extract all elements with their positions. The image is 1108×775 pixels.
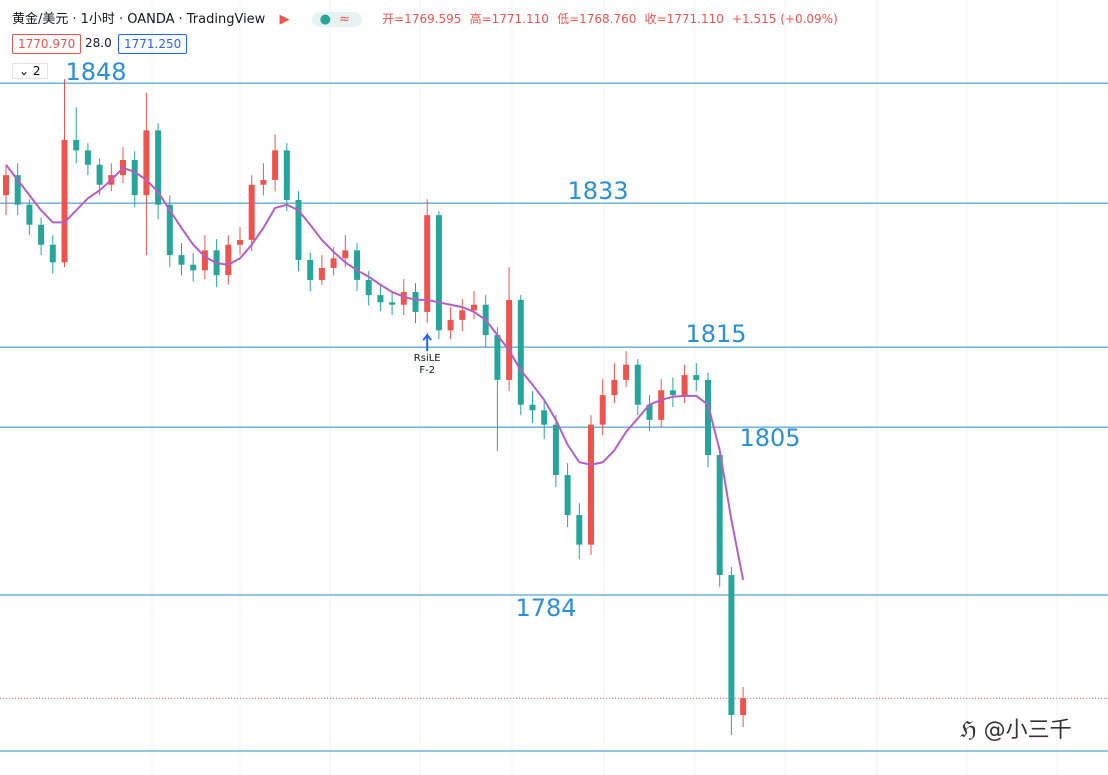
candle-body (178, 255, 185, 265)
candle-body (330, 258, 337, 268)
candle-body (38, 224, 45, 245)
candle-body (237, 239, 243, 245)
spread: 28.0 (85, 36, 112, 50)
candle-body (190, 264, 197, 271)
candle-body (155, 130, 162, 205)
signal-arrow (422, 332, 432, 352)
candle-body (201, 250, 208, 271)
candle-body (494, 335, 501, 380)
indicator-toggle[interactable]: ⌄ 2 (12, 63, 48, 79)
candle-body (588, 424, 594, 545)
candle-body (740, 698, 747, 716)
bid[interactable]: 1770.970 (12, 34, 82, 54)
candle-body (354, 250, 360, 280)
candle-body (84, 150, 91, 165)
candle-body (400, 291, 407, 305)
candle-body (681, 375, 688, 396)
ask[interactable]: 1771.250 (118, 34, 188, 54)
candle-body (365, 279, 372, 296)
candle-body (506, 299, 513, 380)
level-label: 1815 (685, 320, 746, 348)
candle-body (131, 159, 138, 196)
candle-body (96, 164, 103, 185)
annotation: F-2 (419, 365, 435, 376)
candle-body (295, 199, 302, 260)
candle-body (611, 379, 618, 396)
candle-body (471, 304, 477, 311)
watermark-text: @小三千 (983, 718, 1072, 743)
candle-body (342, 250, 349, 259)
candle-body (272, 150, 279, 180)
candle-body (166, 204, 173, 256)
high: 高=1771.110 (469, 12, 549, 26)
candle-body (705, 379, 711, 456)
candle-body (576, 515, 583, 545)
candle-body (541, 410, 548, 425)
candle-body (646, 404, 653, 420)
candle-body (669, 390, 676, 396)
candle-body (424, 215, 431, 312)
level-label: 1833 (567, 177, 628, 205)
candle-body (623, 364, 630, 380)
candle-body (143, 130, 150, 196)
annotation: RsiLE (414, 353, 441, 364)
status[interactable]: ● ≈ (311, 12, 362, 27)
candle-body (693, 375, 700, 380)
level-label: 1805 (739, 424, 800, 452)
candle-body (26, 204, 33, 225)
candle-body (3, 175, 9, 196)
symbol: 黄金/美元 (12, 12, 69, 27)
candle-body (389, 302, 396, 305)
header: 黄金/美元 · 1小时 · OANDA · TradingView ▶ ● ≈ 开=1… (12, 12, 838, 27)
candle-body (318, 267, 325, 280)
candle-body (564, 475, 571, 516)
candle-body (61, 139, 68, 263)
low: 低=1768.760 (557, 12, 637, 26)
time-grid (151, 0, 1058, 775)
candle-body (377, 295, 384, 303)
candle-body (307, 259, 314, 280)
candle-body (248, 184, 255, 240)
flag: ▶ (279, 12, 290, 27)
candle-body (435, 215, 442, 331)
interval: 1小时 (80, 12, 115, 27)
candle-body (658, 390, 665, 420)
candle-body (599, 395, 606, 425)
candle-body (260, 179, 267, 185)
broker: OANDA (127, 12, 175, 27)
candle-body (14, 175, 21, 205)
candle-body (283, 150, 290, 200)
candle-body (49, 244, 56, 263)
moving-average (5, 164, 745, 581)
open: 开=1769.595 (382, 12, 462, 26)
candle-body (728, 575, 735, 716)
candle-body (459, 310, 466, 320)
level-label: 1784 (515, 594, 576, 622)
candle-body (517, 299, 524, 405)
platform: TradingView (186, 12, 266, 27)
candle-body (447, 319, 454, 331)
watermark: ℌ @小三千 (960, 718, 1072, 743)
candle-body (529, 404, 536, 411)
candle-body (634, 364, 641, 405)
close: 收=1771.110 (644, 12, 724, 26)
candle-body (552, 424, 559, 476)
indicator-count: 2 (32, 64, 41, 78)
level-label: 1848 (65, 58, 126, 86)
change: +1.515 (+0.09%) (732, 12, 838, 26)
candle-body (716, 455, 723, 576)
candle-body (73, 139, 80, 151)
candle-body (412, 291, 419, 312)
candle-body (225, 244, 232, 276)
